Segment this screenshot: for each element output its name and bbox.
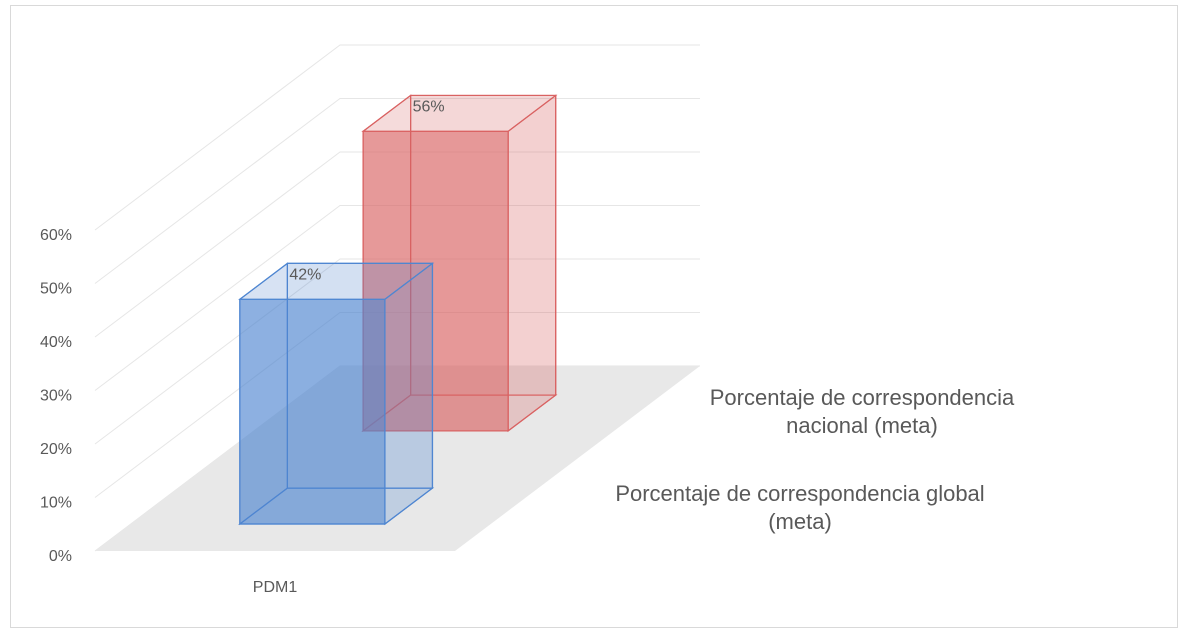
y-tick-label: 20%: [40, 441, 72, 458]
y-tick-label: 30%: [40, 388, 72, 405]
y-tick-label: 40%: [40, 334, 72, 351]
chart-border: [10, 5, 1178, 628]
y-tick-label: 10%: [40, 495, 72, 512]
x-tick-label: PDM1: [253, 579, 298, 596]
y-tick-label: 50%: [40, 281, 72, 298]
bar-front: [362, 130, 509, 432]
y-tick-label: 0%: [49, 548, 72, 565]
bar-side: [384, 262, 434, 526]
bar-side: [507, 94, 557, 433]
grid-line: [94, 205, 700, 391]
grid-line: [94, 258, 700, 445]
grid-line: [94, 98, 700, 284]
series-label: Porcentaje de correspondencia global (me…: [615, 481, 985, 534]
data-label: 56%: [413, 99, 445, 116]
bar-front: [239, 298, 386, 525]
grid-line: [94, 44, 700, 231]
grid-line: [94, 151, 700, 338]
y-tick-label: 60%: [40, 227, 72, 244]
data-label: 42%: [289, 267, 321, 284]
series-label: Porcentaje de correspondencia nacional (…: [709, 385, 1015, 438]
